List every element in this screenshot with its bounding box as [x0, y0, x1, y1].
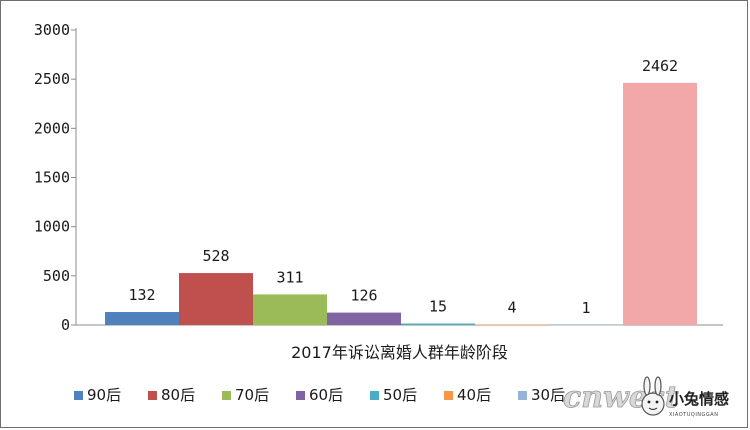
bar	[327, 312, 401, 325]
legend-item: 90后	[74, 386, 121, 404]
y-tick-label: 3000	[34, 21, 70, 39]
watermark-brand: 小兔情感	[669, 390, 729, 408]
bar	[179, 273, 253, 325]
legend-label: 90后	[87, 386, 121, 404]
data-label: 1	[581, 299, 590, 317]
data-label: 126	[350, 287, 377, 305]
legend-label: 50后	[383, 386, 417, 404]
data-label: 15	[429, 298, 447, 316]
legend-swatch	[370, 391, 379, 400]
data-label: 4	[507, 299, 516, 317]
bar	[549, 324, 623, 326]
mascot-icon	[641, 376, 665, 416]
data-label: 2462	[642, 57, 678, 75]
legend-item: 70后	[222, 386, 269, 404]
legend-item: 30后	[518, 386, 565, 404]
legend-item: 50后	[370, 386, 417, 404]
legend-label: 80后	[161, 386, 195, 404]
bar	[105, 312, 179, 325]
legend-swatch	[296, 391, 305, 400]
bar	[475, 324, 549, 326]
y-tick-label: 2000	[34, 119, 70, 137]
legend-swatch	[444, 391, 453, 400]
bar	[401, 323, 475, 325]
category-label: 2017年诉讼离婚人群年龄阶段	[291, 343, 508, 362]
legend-item: 80后	[148, 386, 195, 404]
y-tick-label: 1500	[34, 169, 70, 187]
legend-label: 40后	[457, 386, 491, 404]
y-tick-label: 500	[43, 267, 70, 285]
labels: 132 528 311 126 15 4 1 2462 2017年诉讼离婚人群年龄阶段	[128, 57, 678, 362]
watermark: cnwest 小兔情感 XIAOTUQINGGAN	[563, 376, 729, 418]
y-tick-label: 2500	[34, 70, 70, 88]
legend-label: 30后	[531, 386, 565, 404]
legend-label: 70后	[235, 386, 269, 404]
legend-swatch	[222, 391, 231, 400]
axes: 0 500 1000 1500 2000 2500 3000	[34, 21, 723, 334]
legend-swatch	[518, 391, 527, 400]
data-label: 528	[202, 247, 229, 265]
data-label: 132	[128, 286, 155, 304]
legend-label: 60后	[309, 386, 343, 404]
legend-item: 40后	[444, 386, 491, 404]
y-tick-label: 1000	[34, 218, 70, 236]
watermark-brand-small: XIAOTUQINGGAN	[669, 412, 718, 418]
legend-item: 60后	[296, 386, 343, 404]
data-label: 311	[276, 268, 303, 286]
bar	[253, 294, 327, 325]
legend-swatch	[148, 391, 157, 400]
legend: 90后 80后 70后 60后 50后 40后 30后	[74, 386, 565, 404]
bars	[105, 82, 697, 326]
y-tick-label: 0	[61, 316, 70, 334]
bar	[623, 82, 697, 325]
legend-swatch	[74, 391, 83, 400]
